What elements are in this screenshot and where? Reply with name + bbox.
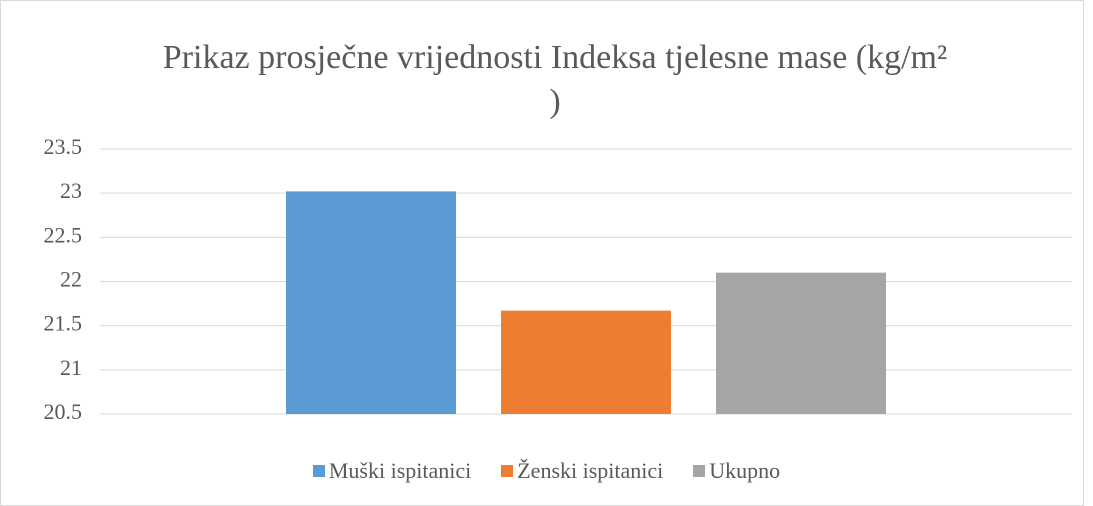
- bar: [501, 310, 671, 414]
- legend: Muški ispitanici Ženski ispitanici Ukupno: [0, 458, 1093, 484]
- legend-swatch: [312, 465, 325, 477]
- legend-swatch: [693, 465, 706, 477]
- chart-title: Prikaz prosječne vrijednosti Indeksa tje…: [162, 39, 948, 120]
- y-tick-label: 22: [60, 267, 82, 292]
- legend-item: Ukupno: [693, 458, 780, 484]
- bar: [286, 191, 456, 414]
- bar: [716, 272, 886, 414]
- y-tick-label: 23: [60, 178, 82, 203]
- y-tick-label: 21.5: [44, 311, 83, 336]
- y-tick-label: 20.5: [44, 399, 83, 424]
- y-tick-label: 21: [60, 355, 82, 380]
- legend-label: Muški ispitanici: [328, 458, 472, 483]
- legend-label: Ukupno: [709, 458, 781, 483]
- y-tick-label: 23.5: [44, 134, 83, 159]
- legend-item: Ženski ispitanici: [501, 458, 663, 484]
- y-tick-label: 22.5: [44, 222, 83, 247]
- legend-item: Muški ispitanici: [312, 458, 472, 484]
- legend-label: Ženski ispitanici: [517, 458, 664, 483]
- legend-swatch: [501, 465, 514, 477]
